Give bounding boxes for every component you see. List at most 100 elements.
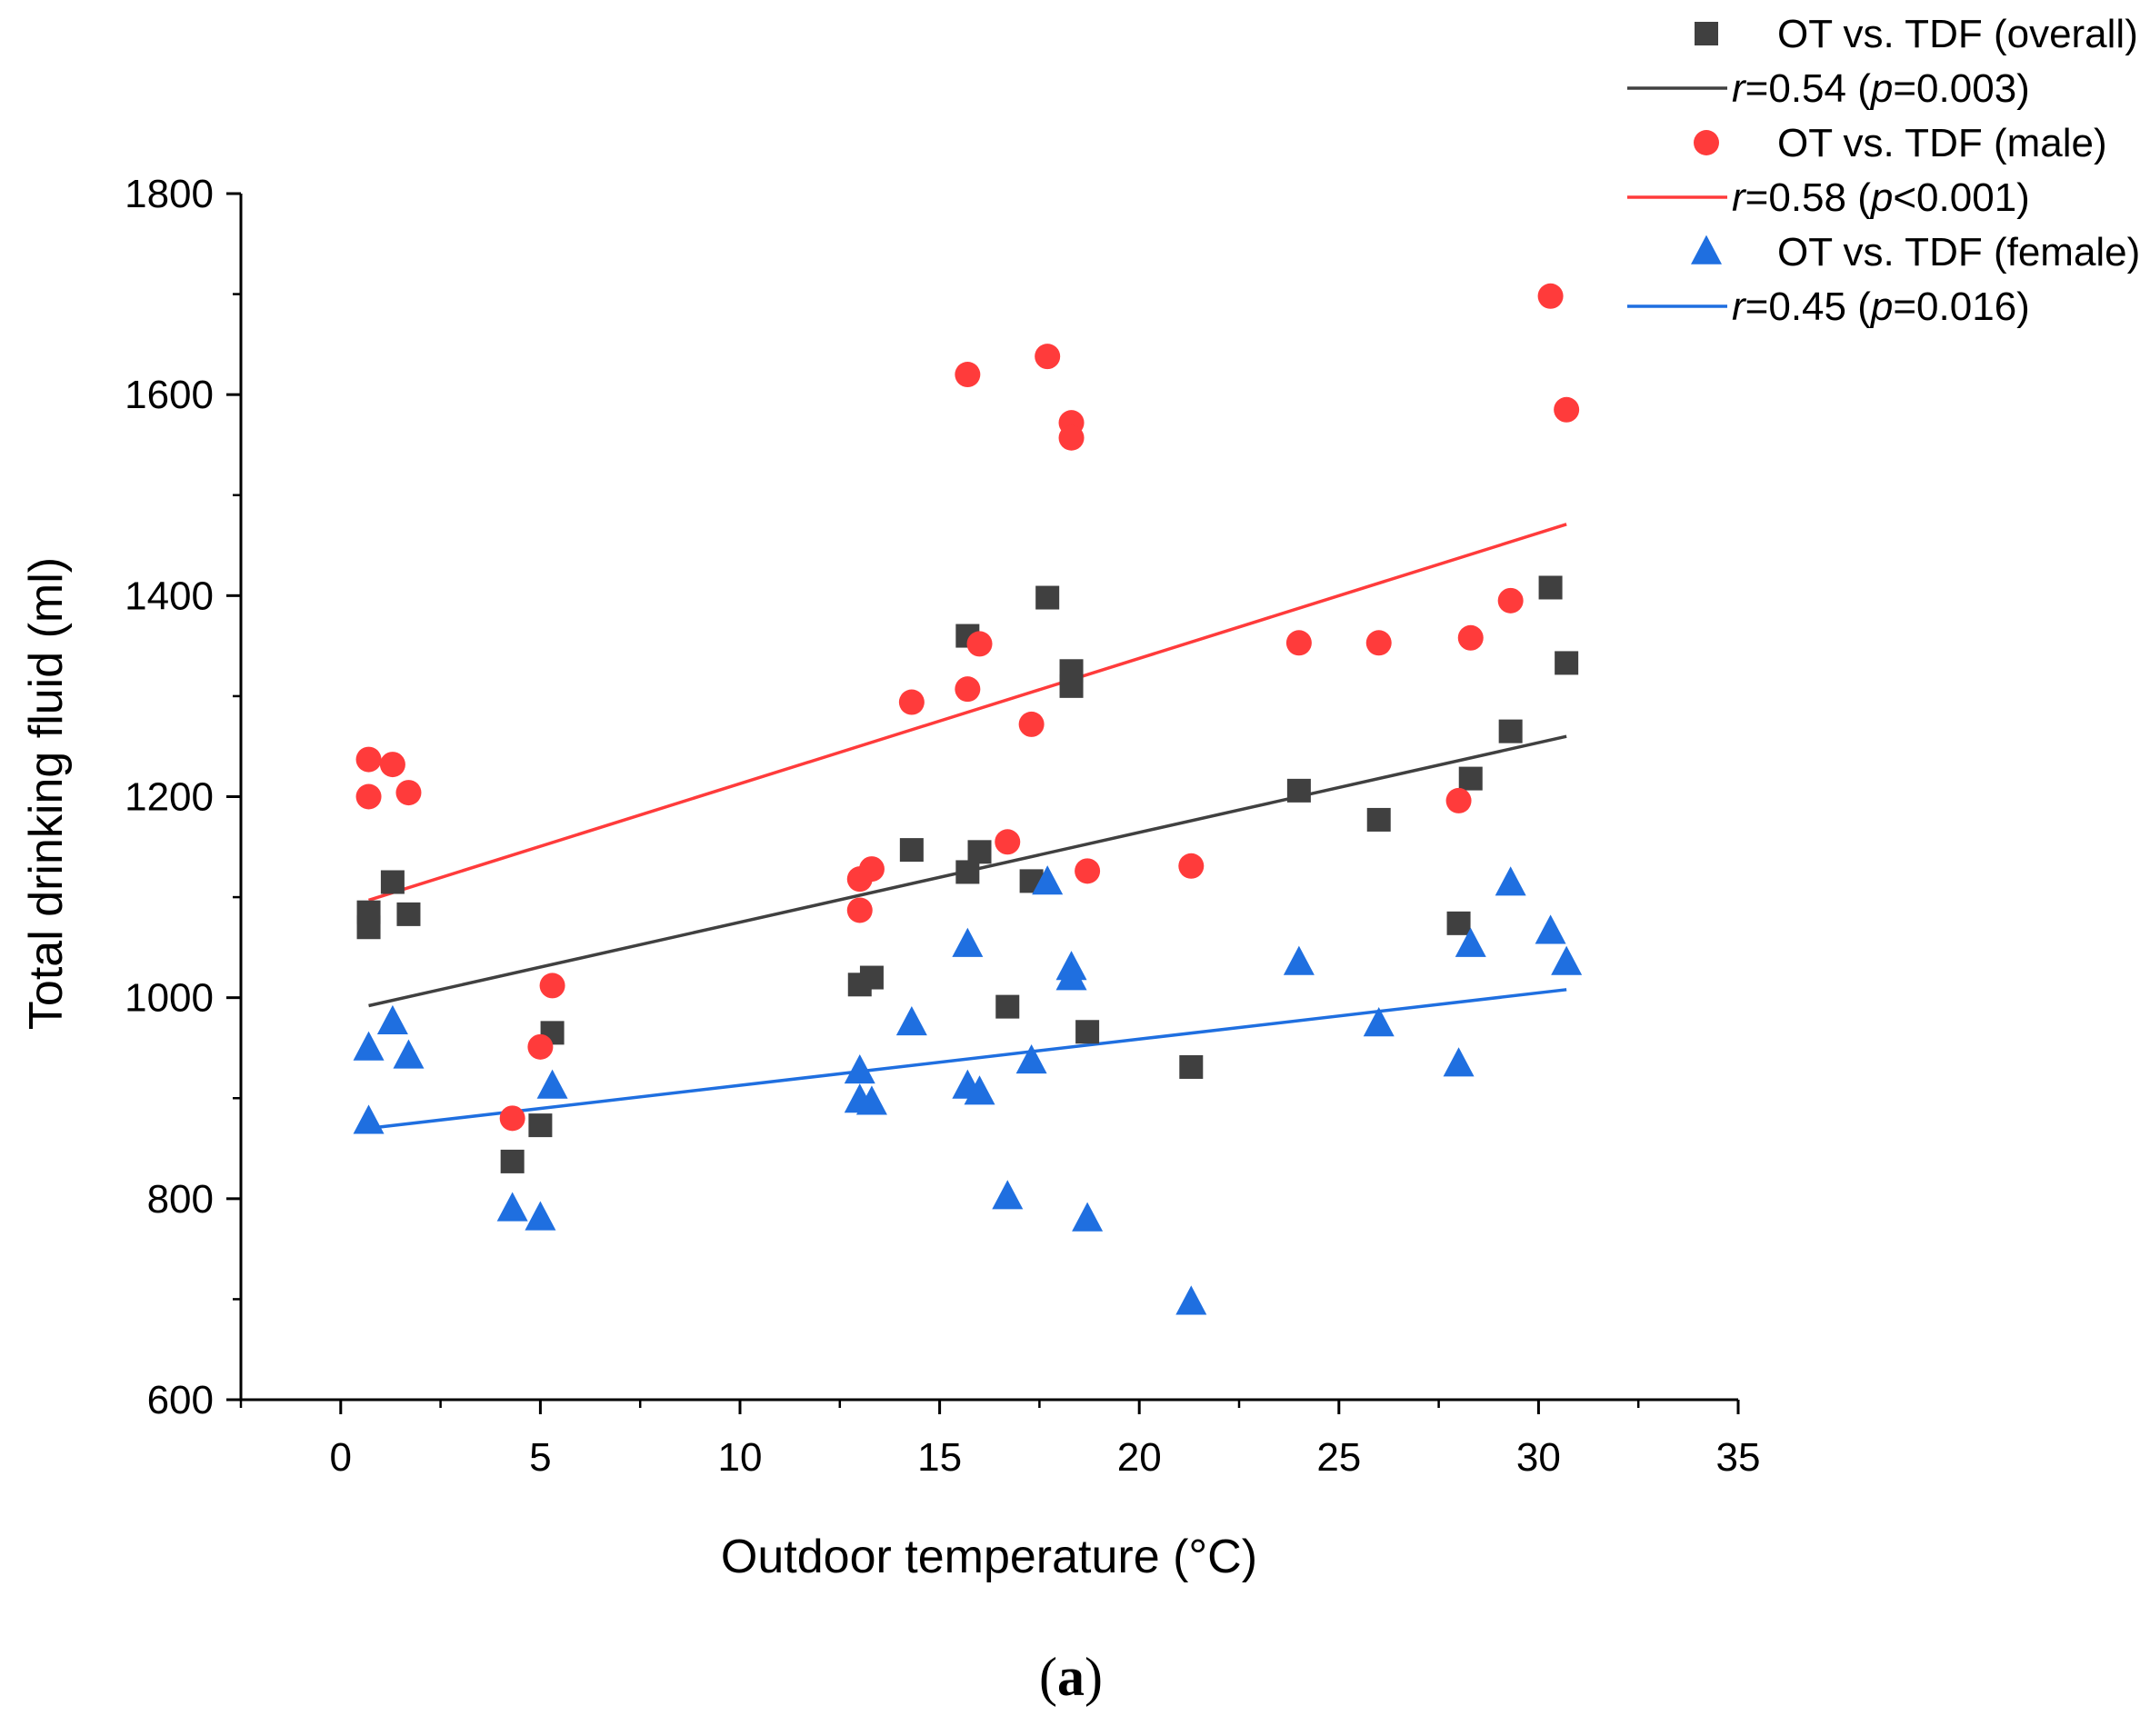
data-point-triangle <box>1055 961 1087 991</box>
data-point-triangle <box>496 1192 528 1222</box>
y-tick-label: 1400 <box>125 574 214 618</box>
data-point-circle <box>1285 630 1312 656</box>
data-point-circle <box>1497 587 1524 614</box>
points-triangle <box>353 865 1583 1315</box>
data-point-square <box>1059 673 1084 698</box>
data-point-square <box>1555 651 1579 675</box>
data-point-circle <box>1537 283 1564 309</box>
axes: 0 5 10 15 20 25 30 35 600 800 1000 1200 1400 1600 1800 <box>125 172 1760 1480</box>
data-point-square <box>859 965 884 990</box>
legend-label: OT vs. TDF (female) <box>1777 230 2140 274</box>
legend-p-value: =0.003) <box>1893 66 2029 111</box>
data-point-circle <box>355 746 382 773</box>
x-tick-label: 15 <box>917 1435 962 1480</box>
data-point-square <box>528 1113 553 1138</box>
data-point-triangle <box>1283 945 1315 975</box>
series-triangle <box>368 988 1567 1131</box>
data-point-triangle <box>1032 865 1064 895</box>
data-point-triangle <box>1015 1043 1047 1074</box>
legend-fit-label: r=0.54 (p=0.003) <box>1732 66 2030 111</box>
data-point-square <box>1538 575 1563 600</box>
x-tick-label: 20 <box>1117 1435 1162 1480</box>
data-point-square <box>1498 719 1523 743</box>
data-point-circle <box>995 829 1021 855</box>
data-point-circle <box>395 780 422 806</box>
data-point-square <box>1075 1020 1100 1044</box>
data-point-circle <box>355 783 382 810</box>
data-point-circle <box>527 1033 554 1060</box>
legend-label: OT vs. TDF (male) <box>1777 121 2107 165</box>
data-point-square <box>356 915 381 940</box>
data-point-triangle <box>992 1180 1024 1210</box>
legend: OT vs. TDF (overall)r=0.54 (p=0.003)OT v… <box>1627 12 2140 329</box>
y-tick-label: 1200 <box>125 775 214 820</box>
panel-label-open: ( <box>1039 1647 1057 1707</box>
x-tick-label: 10 <box>718 1435 763 1480</box>
y-tick-label: 1800 <box>125 172 214 216</box>
data-point-square <box>500 1149 525 1173</box>
data-point-triangle <box>1535 914 1566 944</box>
data-point-circle <box>1457 624 1484 651</box>
data-point-square <box>1035 585 1060 610</box>
data-point-triangle <box>1455 927 1486 957</box>
legend-r-symbol: r <box>1732 66 1747 111</box>
data-point-square <box>1446 911 1471 935</box>
data-point-triangle <box>536 1069 568 1099</box>
legend-marker-triangle <box>1691 234 1722 264</box>
data-point-circle <box>1445 787 1472 813</box>
data-point-circle <box>1178 853 1205 879</box>
data-point-circle <box>898 689 925 715</box>
data-point-triangle <box>1072 1202 1104 1232</box>
data-point-triangle <box>1495 866 1526 896</box>
data-point-square <box>955 860 980 884</box>
panel-label-letter: a <box>1057 1647 1085 1707</box>
series-circle <box>368 523 1567 903</box>
data-point-triangle <box>952 927 984 957</box>
legend-p-value: =0.016) <box>1893 284 2029 329</box>
legend-marker-circle <box>1694 130 1719 155</box>
legend-fit-label: r=0.58 (p<0.001) <box>1732 175 2030 220</box>
data-point-circle <box>539 973 565 999</box>
data-point-square <box>995 994 1020 1019</box>
data-point-circle <box>1018 711 1045 737</box>
legend-marker-square <box>1695 22 1718 45</box>
legend-r-value: =0.54 ( <box>1745 66 1872 111</box>
data-point-circle <box>955 676 981 703</box>
data-point-square <box>396 902 421 926</box>
data-point-square <box>1366 807 1391 832</box>
data-point-triangle <box>1363 1007 1395 1037</box>
plot-area <box>353 283 1583 1315</box>
x-tick-label: 25 <box>1316 1435 1361 1480</box>
legend-r-symbol: r <box>1732 284 1747 329</box>
data-point-circle <box>846 897 873 923</box>
data-point-circle <box>966 631 993 657</box>
data-point-circle <box>1058 424 1085 451</box>
data-point-circle <box>1554 396 1580 423</box>
x-tick-label: 5 <box>529 1435 551 1480</box>
legend-r-value: =0.58 ( <box>1745 175 1872 220</box>
data-point-triangle <box>844 1054 875 1084</box>
data-point-triangle <box>393 1039 425 1069</box>
legend-p-symbol: p <box>1869 284 1893 329</box>
data-point-circle <box>955 362 981 388</box>
data-point-circle <box>858 856 885 883</box>
fit-line <box>368 988 1567 1131</box>
x-tick-label: 0 <box>330 1435 352 1480</box>
data-point-square <box>1458 766 1483 791</box>
y-tick-label: 1600 <box>125 373 214 417</box>
y-tick-label: 600 <box>147 1378 214 1422</box>
data-point-triangle <box>964 1075 995 1105</box>
legend-p-symbol: p <box>1869 175 1893 220</box>
data-point-triangle <box>376 1004 408 1034</box>
data-point-triangle <box>1175 1285 1207 1315</box>
y-tick-label: 800 <box>147 1177 214 1222</box>
legend-r-value: =0.45 ( <box>1745 284 1872 329</box>
data-point-square <box>1179 1054 1204 1079</box>
data-point-triangle <box>525 1201 556 1231</box>
legend-p-value: <0.001) <box>1893 175 2029 220</box>
data-point-circle <box>1365 630 1392 656</box>
data-point-circle <box>1075 858 1101 884</box>
legend-r-symbol: r <box>1732 175 1747 220</box>
